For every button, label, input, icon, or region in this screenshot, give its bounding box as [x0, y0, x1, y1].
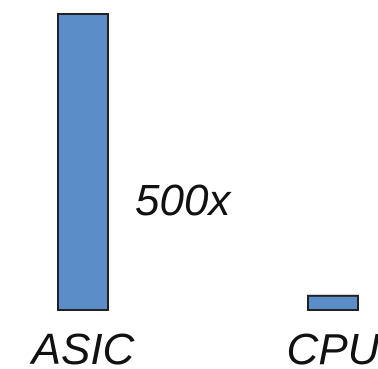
category-labels: ASIC CPU	[29, 325, 378, 369]
bar-cpu	[307, 294, 359, 311]
category-label-cpu: CPU	[287, 325, 378, 369]
bar-asic	[57, 13, 109, 311]
ratio-annotation: 500x	[135, 176, 232, 225]
bars-layer	[57, 13, 359, 311]
category-label-asic: ASIC	[29, 325, 136, 369]
